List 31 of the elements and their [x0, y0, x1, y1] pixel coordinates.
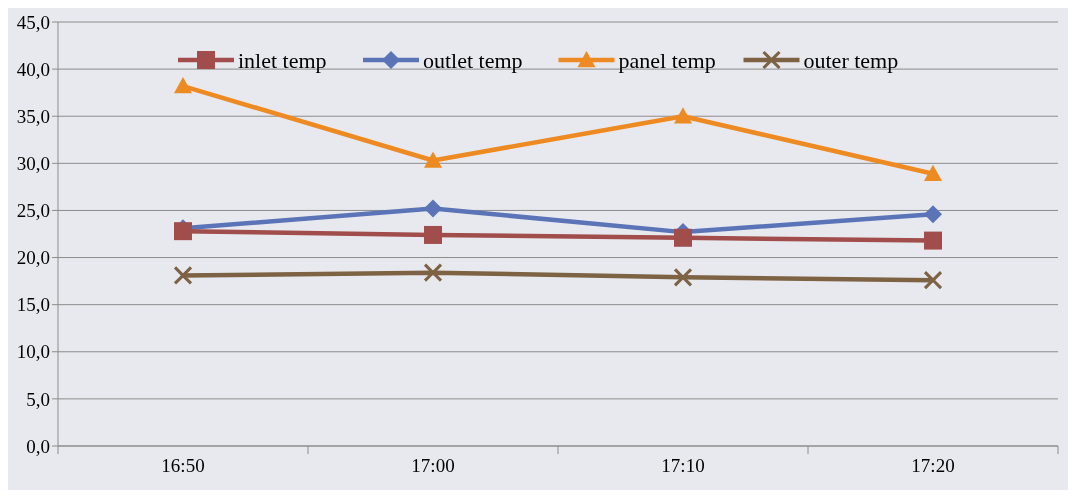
legend-label: panel temp — [618, 47, 716, 73]
point — [424, 225, 442, 244]
legend-label: inlet temp — [238, 47, 327, 73]
point — [924, 164, 942, 181]
y-tick-label: 30,0 — [16, 152, 50, 174]
point — [674, 228, 692, 247]
y-tick-label: 0,0 — [26, 435, 50, 457]
y-tick-label: 40,0 — [16, 58, 50, 80]
point — [173, 266, 193, 285]
x-tick-label: 17:10 — [661, 455, 705, 476]
legend-label: outlet temp — [423, 47, 523, 73]
point — [174, 77, 192, 94]
point — [424, 199, 442, 218]
point — [923, 271, 943, 290]
y-tick-label: 15,0 — [16, 294, 50, 316]
point — [424, 151, 442, 168]
point — [423, 263, 443, 282]
x-tick-label: 16:50 — [161, 455, 205, 476]
y-tick-label: 35,0 — [16, 105, 50, 127]
point — [924, 205, 942, 224]
y-tick-label: 5,0 — [26, 388, 50, 410]
y-tick-label: 45,0 — [16, 11, 50, 33]
x-tick-label: 17:00 — [411, 455, 455, 476]
y-tick-label: 25,0 — [16, 200, 50, 222]
y-tick-label: 20,0 — [16, 247, 50, 269]
x-tick-label: 17:20 — [911, 455, 955, 476]
point — [674, 107, 692, 124]
y-tick-label: 10,0 — [16, 341, 50, 363]
legend-label: outer temp — [803, 47, 899, 73]
point — [924, 231, 942, 250]
point — [673, 268, 693, 287]
